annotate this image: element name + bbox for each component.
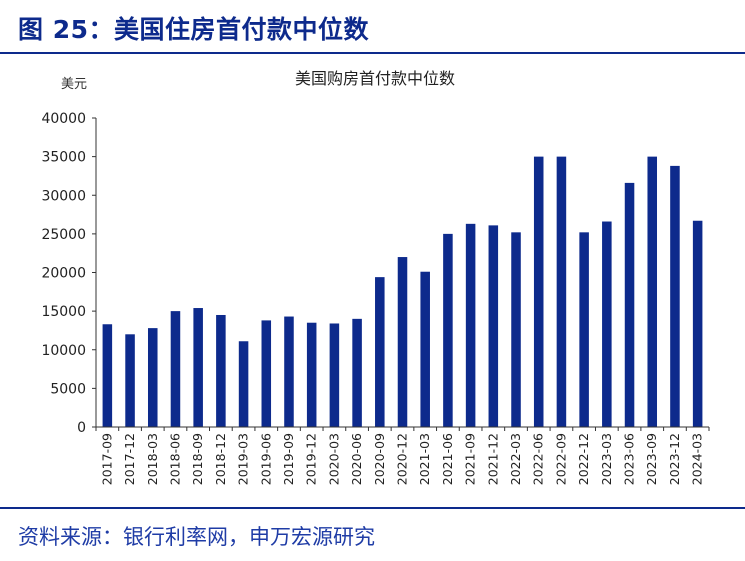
bar-2021-06 bbox=[443, 233, 453, 427]
bar-2018-12 bbox=[216, 314, 226, 427]
bar-2021-03 bbox=[420, 271, 430, 427]
bar-2017-09 bbox=[102, 324, 113, 427]
y-tick-label: 25000 bbox=[41, 227, 86, 243]
bottom-rule bbox=[0, 507, 745, 509]
bar-2022-06 bbox=[533, 156, 544, 427]
source-note: 资料来源：银行利率网，申万宏源研究 bbox=[18, 525, 375, 549]
x-tick-label: 2018-09 bbox=[190, 433, 205, 485]
x-axis: 2017-09 2017-12 2018-03 2018-06 2018-09 2018-… bbox=[95, 426, 710, 485]
y-tick-label: 15000 bbox=[41, 304, 86, 320]
x-tick-label: 2019-03 bbox=[236, 433, 251, 485]
x-tick-label: 2023-06 bbox=[622, 433, 637, 485]
y-tick-label: 0 bbox=[77, 420, 86, 436]
figure-title: 图 25：美国住房首付款中位数 bbox=[18, 15, 369, 44]
x-tick-label: 2022-09 bbox=[553, 433, 568, 485]
bar-2023-03 bbox=[602, 221, 612, 427]
bar-2019-03 bbox=[238, 341, 249, 427]
y-axis-unit-label: 美元 bbox=[61, 77, 87, 92]
bar-2021-12 bbox=[488, 225, 499, 427]
bar-2019-06 bbox=[261, 320, 272, 427]
y-tick-label: 35000 bbox=[41, 150, 86, 166]
x-tick-label: 2022-12 bbox=[576, 433, 591, 485]
bar-2018-06 bbox=[170, 311, 181, 427]
bar-2018-03 bbox=[147, 328, 158, 427]
y-tick-label: 10000 bbox=[41, 343, 86, 359]
bar-series bbox=[102, 156, 703, 427]
bar-chart: 美国购房首付款中位数 美元 0 5000 10000 15000 20000 25000 3… bbox=[41, 69, 710, 485]
x-tick-label: 2019-06 bbox=[258, 433, 273, 485]
x-tick-label: 2020-06 bbox=[349, 433, 364, 485]
bar-2019-09 bbox=[284, 316, 294, 427]
x-tick-label: 2017-09 bbox=[99, 433, 114, 485]
x-tick-label: 2020-12 bbox=[395, 433, 410, 485]
bar-2020-12 bbox=[397, 257, 408, 427]
chart-title: 美国购房首付款中位数 bbox=[295, 69, 455, 88]
bar-2022-12 bbox=[579, 232, 589, 427]
y-tick-label: 5000 bbox=[50, 381, 86, 397]
x-tick-label: 2023-09 bbox=[644, 433, 659, 485]
bar-2017-12 bbox=[125, 334, 135, 427]
bar-2020-09 bbox=[375, 277, 385, 427]
bar-2018-09 bbox=[193, 308, 203, 427]
x-tick-label: 2021-03 bbox=[417, 433, 432, 485]
bar-2019-12 bbox=[306, 322, 317, 427]
x-tick-label: 2021-12 bbox=[485, 433, 500, 485]
bar-2023-06 bbox=[624, 182, 635, 427]
top-rule bbox=[0, 52, 745, 54]
x-tick-label: 2019-12 bbox=[304, 433, 319, 485]
bar-2021-09 bbox=[465, 223, 476, 427]
x-tick-label: 2018-12 bbox=[213, 433, 228, 485]
x-tick-label: 2017-12 bbox=[122, 433, 137, 485]
bar-2020-03 bbox=[329, 323, 340, 427]
y-tick-label: 20000 bbox=[41, 266, 86, 282]
bar-2023-12 bbox=[670, 165, 680, 427]
bar-2024-03 bbox=[692, 220, 703, 427]
x-tick-label: 2022-03 bbox=[508, 433, 523, 485]
x-tick-label: 2023-03 bbox=[599, 433, 614, 485]
x-tick-label: 2020-09 bbox=[372, 433, 387, 485]
y-axis: 0 5000 10000 15000 20000 25000 30000 35000 40000 bbox=[41, 111, 97, 436]
x-tick-label: 2023-12 bbox=[667, 433, 682, 485]
bar-2022-09 bbox=[556, 156, 567, 427]
x-tick-label: 2021-06 bbox=[440, 433, 455, 485]
bar-2022-03 bbox=[511, 232, 521, 427]
bar-2023-09 bbox=[647, 156, 658, 427]
x-tick-label: 2020-03 bbox=[326, 433, 341, 485]
x-tick-label: 2024-03 bbox=[690, 433, 705, 485]
y-tick-label: 40000 bbox=[41, 111, 86, 127]
x-tick-label: 2018-06 bbox=[167, 433, 182, 485]
x-tick-label: 2018-03 bbox=[145, 433, 160, 485]
x-tick-label: 2021-09 bbox=[463, 433, 478, 485]
x-tick-label: 2019-09 bbox=[281, 433, 296, 485]
x-tick-label: 2022-06 bbox=[531, 433, 546, 485]
bar-2020-06 bbox=[352, 318, 362, 427]
y-tick-label: 30000 bbox=[41, 188, 86, 204]
